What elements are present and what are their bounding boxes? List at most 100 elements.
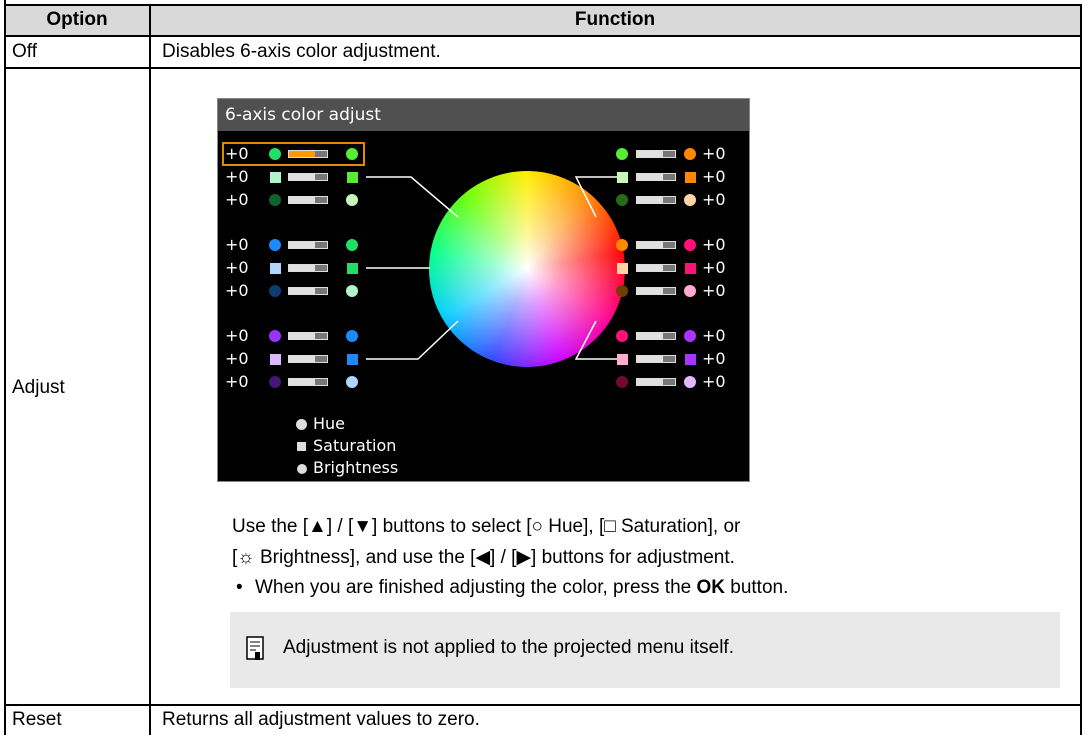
option-cell: Adjust xyxy=(12,377,65,398)
brightness-icon xyxy=(684,285,696,297)
saturation-icon xyxy=(685,172,696,183)
legend-icon xyxy=(296,419,307,430)
brightness-icon xyxy=(346,194,358,206)
brightness-icon xyxy=(346,376,358,388)
left-value: +0 xyxy=(225,190,249,209)
slider xyxy=(636,241,676,249)
right-value: +0 xyxy=(702,372,726,391)
bullet-text: When you are finished adjusting the colo… xyxy=(255,577,788,599)
table-border xyxy=(4,35,1082,37)
hue-icon xyxy=(616,239,628,251)
header-background xyxy=(4,5,1080,35)
brightness-icon xyxy=(269,194,281,206)
brightness-icon xyxy=(269,376,281,388)
left-value: +0 xyxy=(225,349,249,368)
slider xyxy=(288,150,328,158)
hue-icon xyxy=(684,239,696,251)
bullet-marker: • xyxy=(236,577,243,598)
hue-icon xyxy=(269,330,281,342)
hue-icon xyxy=(684,148,696,160)
slider xyxy=(288,287,328,295)
note-text: Adjustment is not applied to the project… xyxy=(283,637,734,658)
slider xyxy=(288,173,328,181)
note-box xyxy=(230,612,1060,688)
hue-icon xyxy=(269,239,281,251)
legend-icon xyxy=(297,442,306,451)
menu-screenshot: 6-axis color adjust +0 +0 +0 +0 +0 +0 +0 +0 +0 +0… xyxy=(217,98,750,482)
slider xyxy=(636,196,676,204)
left-value: +0 xyxy=(225,235,249,254)
menu-title-bar xyxy=(218,99,749,131)
table-border xyxy=(4,4,1082,6)
brightness-icon xyxy=(684,376,696,388)
option-cell: Reset xyxy=(12,709,62,730)
right-value: +0 xyxy=(702,326,726,345)
legend-label: Saturation xyxy=(313,436,397,455)
hue-icon xyxy=(346,330,358,342)
left-value: +0 xyxy=(225,144,249,163)
saturation-icon xyxy=(617,172,628,183)
legend-icon xyxy=(297,464,307,474)
connector-lines xyxy=(366,176,624,360)
saturation-icon xyxy=(685,263,696,274)
slider xyxy=(288,378,328,386)
saturation-icon xyxy=(270,172,281,183)
header-cell: Function xyxy=(574,9,656,30)
right-value: +0 xyxy=(702,235,726,254)
selection-frame xyxy=(222,142,365,166)
legend-label: Brightness xyxy=(313,458,399,477)
hue-icon xyxy=(346,239,358,251)
table-border xyxy=(4,704,1082,706)
table-border xyxy=(149,4,151,735)
saturation-icon xyxy=(347,354,358,365)
hue-icon xyxy=(269,148,281,160)
legend-label: Hue xyxy=(313,414,346,433)
slider xyxy=(636,287,676,295)
connector xyxy=(574,320,618,360)
saturation-icon xyxy=(270,354,281,365)
brightness-icon xyxy=(346,285,358,297)
saturation-icon xyxy=(617,263,628,274)
saturation-icon xyxy=(270,263,281,274)
slider xyxy=(636,150,676,158)
table-border xyxy=(4,67,1082,69)
function-cell: Returns all adjustment values to zero. xyxy=(162,709,480,730)
slider xyxy=(636,264,676,272)
connector xyxy=(366,320,459,360)
slider xyxy=(288,264,328,272)
slider xyxy=(288,241,328,249)
option-cell: Off xyxy=(12,41,37,62)
brightness-icon xyxy=(616,376,628,388)
saturation-icon xyxy=(685,354,696,365)
function-cell: Disables 6-axis color adjustment. xyxy=(162,41,441,62)
left-value: +0 xyxy=(225,258,249,277)
saturation-icon xyxy=(347,172,358,183)
header-cell: Option xyxy=(46,9,108,30)
color-wheel xyxy=(429,171,625,367)
slider xyxy=(636,332,676,340)
right-value: +0 xyxy=(702,144,726,163)
brightness-icon xyxy=(684,194,696,206)
brightness-icon xyxy=(269,285,281,297)
hue-icon xyxy=(684,330,696,342)
connector xyxy=(366,176,459,218)
saturation-icon xyxy=(347,263,358,274)
left-value: +0 xyxy=(225,167,249,186)
right-value: +0 xyxy=(702,281,726,300)
hue-icon xyxy=(616,148,628,160)
note-icon xyxy=(246,636,264,660)
slider xyxy=(288,355,328,363)
instruction-line: [☼ Brightness], and use the [◀] / [▶] bu… xyxy=(232,547,735,568)
slider xyxy=(636,173,676,181)
left-value: +0 xyxy=(225,372,249,391)
instruction-line: Use the [▲] / [▼] buttons to select [○ H… xyxy=(232,516,741,537)
right-value: +0 xyxy=(702,349,726,368)
button-name: OK xyxy=(696,577,725,598)
slider xyxy=(636,378,676,386)
slider xyxy=(288,332,328,340)
hue-icon xyxy=(616,330,628,342)
slider xyxy=(636,355,676,363)
right-value: +0 xyxy=(702,190,726,209)
hue-icon xyxy=(346,148,358,160)
slider xyxy=(288,196,328,204)
